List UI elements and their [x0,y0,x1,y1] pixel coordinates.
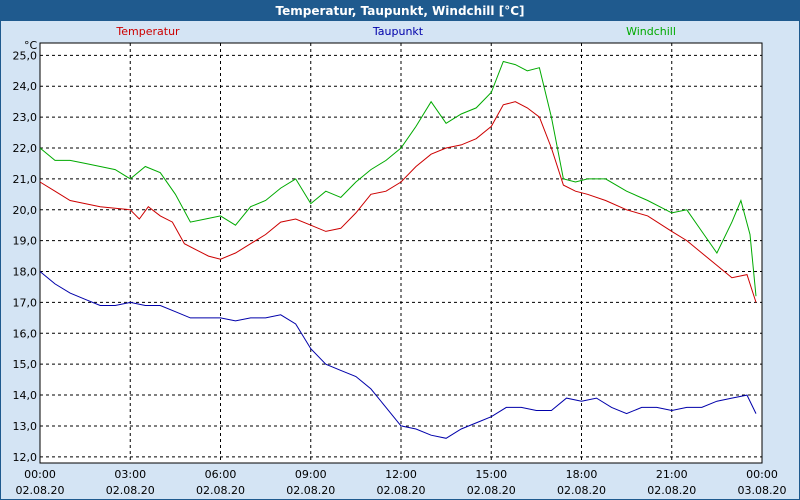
x-tick-date: 02.08.20 [16,484,65,497]
y-axis-ticks: 12,0 13,0 14,0 15,0 16,0 17,0 18,0 19,0 20,0 21,0… [13,49,38,463]
x-tick-time: 03:00 [114,468,146,481]
x-tick-date: 02.08.20 [377,484,426,497]
x-axis-ticks: 00:00 02.08.20 03:00 02.08.20 06:00 02.08.20 0… [16,468,787,497]
x-tick-time: 06:00 [205,468,237,481]
x-tick-date: 02.08.20 [196,484,245,497]
y-tick-label: 13,0 [13,420,38,433]
legend-temperatur: Temperatur [115,25,180,38]
series-line-temperatur [39,101,757,303]
x-tick-time: 00:00 [746,468,778,481]
y-tick-label: 16,0 [13,327,38,340]
x-tick-time: 12:00 [385,468,417,481]
y-tick-label: 12,0 [13,451,38,464]
x-tick-date: 02.08.20 [647,484,696,497]
y-tick-label: 20,0 [13,204,38,217]
y-tick-label: 14,0 [13,389,38,402]
y-tick-label: 25,0 [13,49,38,62]
x-tick-time: 00:00 [24,468,56,481]
y-tick-label: 17,0 [13,296,38,309]
y-tick-label: 23,0 [13,111,38,124]
x-tick-time: 09:00 [295,468,327,481]
y-tick-label: 21,0 [13,173,38,186]
y-tick-label: 22,0 [13,142,38,155]
x-tick-time: 18:00 [566,468,598,481]
x-tick-date: 02.08.20 [467,484,516,497]
x-tick-date: 02.08.20 [557,484,606,497]
series-line-windchill [39,60,757,297]
x-tick-date: 02.08.20 [286,484,335,497]
legend-taupunkt: Taupunkt [372,25,424,38]
window-title: Temperatur, Taupunkt, Windchill [°C] [1,1,799,21]
x-tick-time: 15:00 [475,468,507,481]
y-tick-label: 24,0 [13,80,38,93]
series-lines [39,60,757,439]
series-line-taupunkt [39,271,757,439]
x-tick-time: 21:00 [656,468,688,481]
y-tick-label: 18,0 [13,266,38,279]
y-tick-label: 15,0 [13,358,38,371]
legend-windchill: Windchill [626,25,676,38]
x-tick-date: 03.08.20 [738,484,787,497]
y-tick-label: 19,0 [13,235,38,248]
x-tick-date: 02.08.20 [106,484,155,497]
y-axis-unit-label: °C [24,39,38,52]
